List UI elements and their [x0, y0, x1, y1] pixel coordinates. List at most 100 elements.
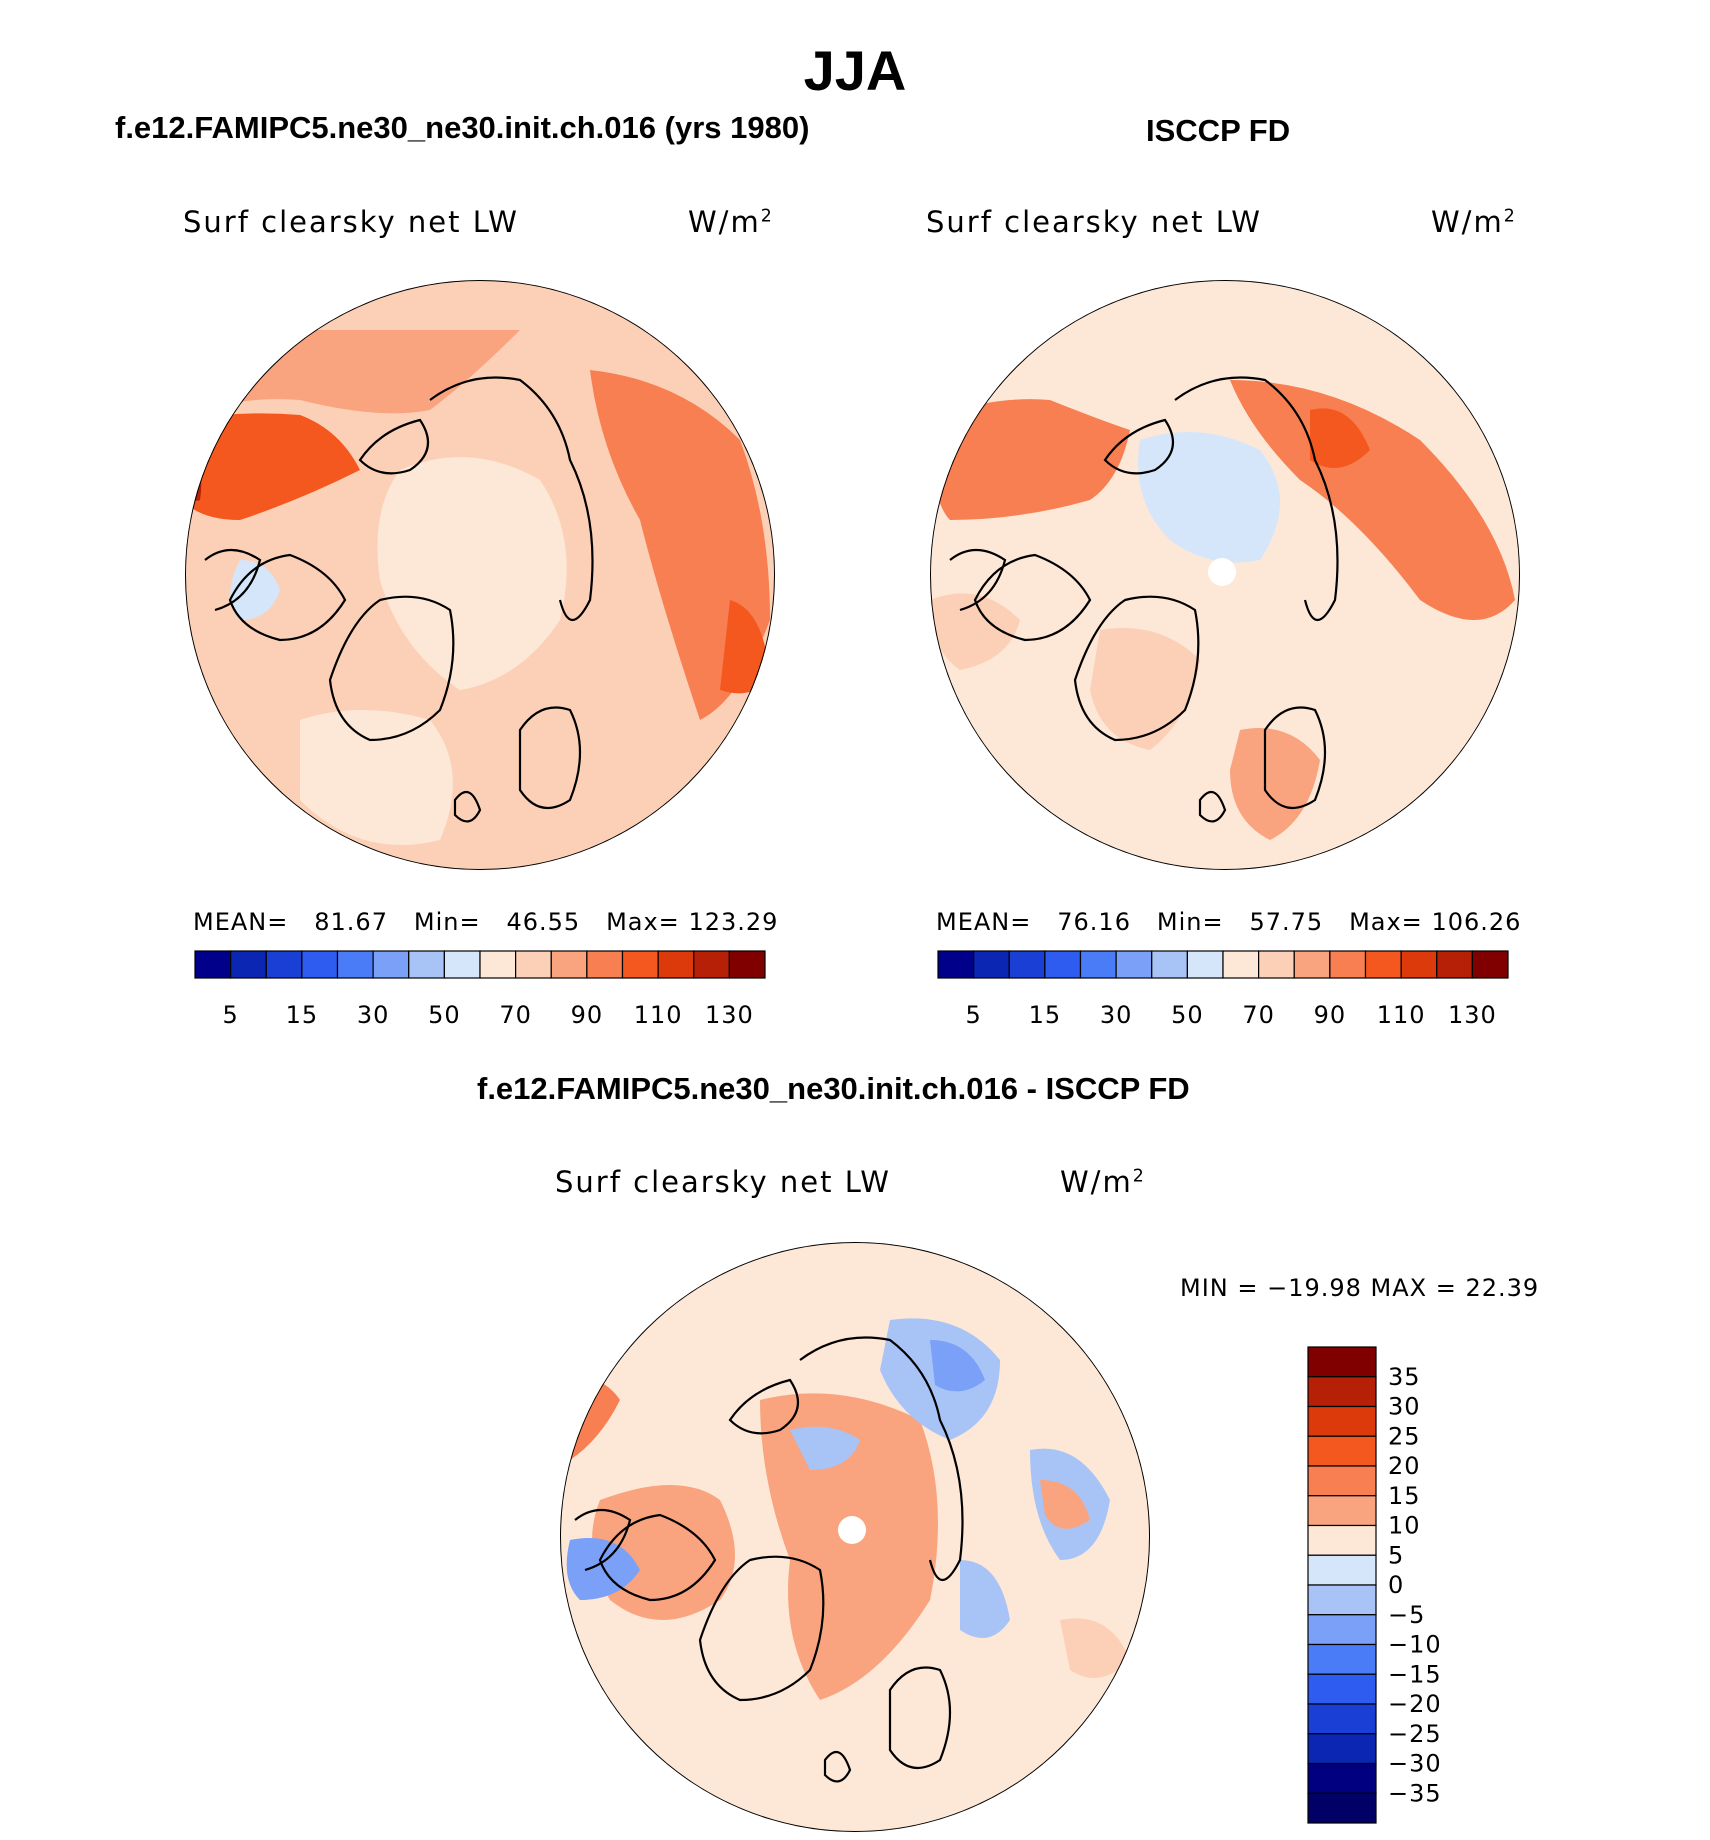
colorbar2-swatch [1044, 950, 1082, 979]
panel2-case-title: ISCCP FD [1146, 113, 1291, 148]
colorbar2-swatch [1364, 950, 1402, 979]
colorbar3-tick-label: −10 [1388, 1631, 1442, 1659]
panel1-stats: MEAN= 81.67 Min= 46.55 Max= 123.29 [193, 908, 779, 936]
map2-warm-south [1230, 728, 1320, 840]
colorbar1-swatch [443, 950, 481, 979]
colorbar3-tick-label: 10 [1388, 1512, 1421, 1540]
panel1-units-label: W/m2 [688, 205, 774, 239]
colorbar2-tick-label: 70 [1242, 1001, 1275, 1029]
colorbar3-swatch [1307, 1673, 1377, 1705]
map1-warm-west [185, 413, 360, 520]
colorbar2-swatch [1151, 950, 1188, 979]
map1-warm-east [590, 370, 770, 720]
map-panel1 [185, 280, 775, 870]
colorbar2-swatch [1115, 950, 1153, 979]
colorbar1-swatch [728, 950, 766, 979]
colorbar2-tick-label: 15 [1029, 1001, 1062, 1029]
colorbar1-swatch [408, 950, 445, 979]
colorbar1-tick-label: 130 [705, 1001, 754, 1029]
map1-warm-se [720, 600, 770, 694]
map3-cooler-ne [930, 1340, 985, 1392]
colorbar2-swatch [1186, 950, 1224, 979]
map-panel2 [930, 280, 1520, 870]
panel3-variable-label: Surf clearsky net LW [555, 1165, 891, 1199]
colorbar3-tick-label: 15 [1388, 1482, 1421, 1510]
map3-cool-scandinavia [960, 1560, 1010, 1638]
colorbar3-swatch [1307, 1405, 1377, 1437]
colorbar3-swatch [1307, 1435, 1377, 1467]
colorbar2-swatch [973, 950, 1010, 979]
colorbar3-swatch [1307, 1792, 1377, 1824]
colorbar1-swatch [479, 950, 517, 979]
colorbar1-swatch [194, 950, 232, 979]
colorbar2-swatch [1008, 950, 1046, 979]
colorbar3-swatch [1307, 1762, 1377, 1794]
panel3-units-label: W/m2 [1060, 1165, 1146, 1199]
colorbar2-swatch [1079, 950, 1117, 979]
panel1-variable-label: Surf clearsky net LW [183, 205, 519, 239]
colorbar3-tick-label: −30 [1388, 1750, 1442, 1778]
colorbar1-tick-label: 5 [222, 1001, 238, 1029]
colorbar1-tick-label: 30 [357, 1001, 390, 1029]
colorbar1-tick-label: 90 [571, 1001, 604, 1029]
colorbar1-swatch [693, 950, 730, 979]
map3-warm-center [760, 1393, 938, 1700]
panel1-case-title: f.e12.FAMIPC5.ne30_ne30.init.ch.016 (yrs… [115, 110, 810, 145]
figure-title: JJA [803, 39, 907, 102]
colorbar3-swatch [1307, 1495, 1377, 1527]
map2-hot-patch [1310, 408, 1370, 468]
colorbar3-swatch [1307, 1524, 1377, 1556]
colorbar3-tick-label: −35 [1388, 1779, 1442, 1807]
colorbar1-swatch [515, 950, 552, 979]
colorbar1-swatch [301, 950, 339, 979]
colorbar3-tick-label: −20 [1388, 1690, 1442, 1718]
colorbar3-tick-label: −25 [1388, 1720, 1442, 1748]
colorbar2-tick-label: 90 [1314, 1001, 1347, 1029]
map3-pole-hole [838, 1516, 866, 1544]
colorbar3-tick-label: 20 [1388, 1452, 1421, 1480]
map1-pale-south [300, 710, 453, 845]
colorbar-panel1: 5 15 30 50 70 90 110 130 [194, 950, 766, 1029]
map1-max-patch [185, 450, 202, 501]
map3-cool-island [790, 1426, 860, 1470]
colorbar3-tick-label: 30 [1388, 1393, 1421, 1421]
colorbar3-tick-label: −15 [1388, 1660, 1442, 1688]
colorbar2-swatch [1293, 950, 1331, 979]
map2-pole-hole [1208, 558, 1236, 586]
colorbar2-swatch [937, 950, 975, 979]
colorbar3-swatch [1307, 1584, 1377, 1616]
colorbar1-tick-label: 50 [428, 1001, 461, 1029]
colorbar2-swatch [1329, 950, 1367, 979]
panel2-units-label: W/m2 [1431, 205, 1517, 239]
colorbar1-swatch [657, 950, 695, 979]
colorbar3-tick-label: 0 [1388, 1571, 1404, 1599]
colorbar2-swatch [1400, 950, 1438, 979]
map3-warm-east-spot [1040, 1480, 1090, 1529]
colorbar3-swatch [1307, 1614, 1377, 1646]
colorbar3-tick-label: 5 [1388, 1541, 1404, 1569]
colorbar3-swatch [1307, 1643, 1377, 1675]
colorbar3-tick-label: 35 [1388, 1363, 1421, 1391]
colorbar3-swatch [1307, 1346, 1377, 1378]
colorbar1-tick-label: 110 [634, 1001, 683, 1029]
colorbar2-tick-label: 30 [1100, 1001, 1133, 1029]
colorbar2-swatch [1258, 950, 1295, 979]
colorbar1-swatch [336, 950, 374, 979]
map2-coastlines [949, 376, 1339, 823]
colorbar2-tick-label: 110 [1377, 1001, 1426, 1029]
colorbar1-tick-label: 70 [499, 1001, 532, 1029]
panel3-stats: MIN = −19.98 MAX = 22.39 [1180, 1274, 1540, 1302]
colorbar1-swatch [621, 950, 659, 979]
map1-pale-center [377, 457, 567, 690]
colorbar3-swatch [1307, 1554, 1377, 1586]
panel3-case-title: f.e12.FAMIPC5.ne30_ne30.init.ch.016 - IS… [477, 1071, 1190, 1106]
colorbar2-swatch [1436, 950, 1473, 979]
colorbar1-swatch [586, 950, 624, 979]
colorbar1-swatch [372, 950, 410, 979]
panel2-stats: MEAN= 76.16 Min= 57.75 Max= 106.26 [936, 908, 1522, 936]
colorbar3-swatch [1307, 1465, 1377, 1497]
map2-warm-east [1230, 380, 1515, 620]
colorbar2-tick-label: 5 [965, 1001, 981, 1029]
